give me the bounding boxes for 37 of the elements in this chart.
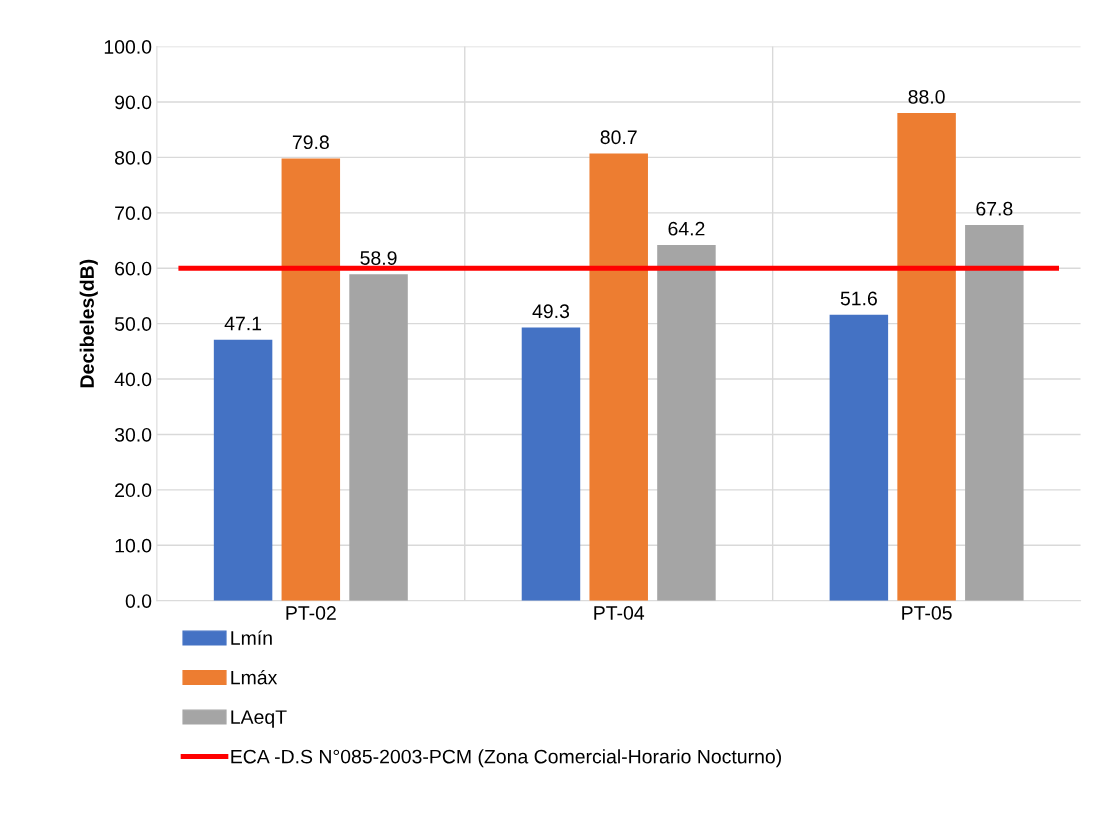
x-tick-label: PT-05 bbox=[902, 606, 952, 620]
x-tick-label: PT-04 bbox=[594, 606, 645, 620]
y-tick-label: 70.0 bbox=[115, 206, 152, 221]
y-tick-label: 60.0 bbox=[115, 261, 152, 276]
y-tick-label: 80.0 bbox=[115, 150, 152, 165]
y-tick-label: 50.0 bbox=[114, 317, 152, 331]
text: 79.8 bbox=[292, 135, 329, 150]
bar bbox=[349, 274, 408, 601]
bar bbox=[213, 339, 273, 601]
bar bbox=[829, 314, 889, 601]
y-tick-label: 20.0 bbox=[115, 483, 152, 498]
bar bbox=[521, 327, 581, 601]
text: 47.1 bbox=[224, 316, 262, 331]
text: 64.2 bbox=[668, 221, 705, 236]
bar bbox=[281, 158, 341, 601]
bar bbox=[657, 244, 716, 601]
x-tick-label: PT-02 bbox=[286, 606, 336, 620]
y-tick-label: 40.0 bbox=[114, 372, 152, 387]
y-tick-label: 90.0 bbox=[115, 95, 152, 110]
y-tick-label: 10.0 bbox=[115, 538, 152, 553]
y-tick-label: 30.0 bbox=[114, 427, 152, 442]
legend-label: ECA -D.S N°085-2003-PCM (Zona Comercial-Horario Nocturno) bbox=[231, 749, 781, 768]
bar bbox=[589, 153, 648, 601]
bar bbox=[965, 225, 1024, 601]
y-axis-title: Decibeles(dB) bbox=[79, 259, 98, 388]
text: 49.3 bbox=[532, 304, 570, 319]
bar bbox=[897, 113, 956, 601]
text: 88.0 bbox=[908, 89, 945, 104]
text: 80.7 bbox=[600, 130, 637, 145]
text: 51.6 bbox=[840, 291, 877, 306]
legend-label: Lmín bbox=[231, 630, 272, 645]
y-tick-label: 0.0 bbox=[125, 594, 152, 608]
legend-label: Lmáx bbox=[231, 669, 278, 685]
y-tick-label: 100.0 bbox=[104, 40, 152, 54]
legend-label: LAeqT bbox=[231, 710, 287, 728]
text: 58.9 bbox=[360, 251, 397, 265]
text: 67.8 bbox=[976, 201, 1013, 216]
